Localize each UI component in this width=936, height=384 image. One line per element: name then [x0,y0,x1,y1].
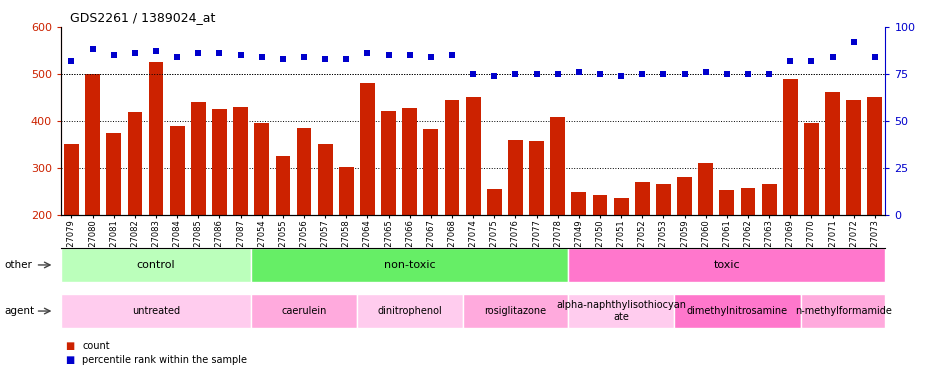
Bar [719,190,734,215]
Point [402,52,417,58]
Point [782,58,797,64]
Bar [697,163,712,215]
Bar [782,79,797,215]
Bar [803,123,818,215]
Bar [107,133,121,215]
Bar [655,184,670,215]
Bar [212,109,227,215]
Text: untreated: untreated [132,306,180,316]
Bar [507,140,522,215]
Text: alpha-naphthylisothiocyan
ate: alpha-naphthylisothiocyan ate [556,300,685,322]
Bar [127,112,142,215]
Bar [549,117,564,215]
Text: non-toxic: non-toxic [384,260,435,270]
Text: rosiglitazone: rosiglitazone [484,306,546,316]
Bar [529,141,544,215]
Point [212,50,227,56]
Bar [423,129,438,215]
Bar [64,144,79,215]
Point [191,50,206,56]
Point [254,54,269,60]
Bar [149,62,163,215]
Point [381,52,396,58]
Point [571,69,586,75]
Point [867,54,882,60]
Bar [275,156,290,215]
Point [677,71,692,77]
Bar [571,192,586,215]
Bar [233,107,248,215]
Point [697,69,712,75]
Bar [867,98,882,215]
Bar [359,83,374,215]
Bar [465,98,480,215]
Bar [739,188,754,215]
Bar [677,177,692,215]
Bar [592,195,607,215]
Bar [613,198,628,215]
Bar [169,126,184,215]
Text: control: control [137,260,175,270]
Point [296,54,311,60]
Text: count: count [82,341,110,351]
Text: ■: ■ [66,355,75,365]
Text: toxic: toxic [713,260,739,270]
Text: percentile rank within the sample: percentile rank within the sample [82,355,247,365]
Point [825,54,840,60]
Point [761,71,776,77]
Text: caerulein: caerulein [281,306,327,316]
Point [127,50,142,56]
Point [339,56,354,62]
Bar [254,123,269,215]
Bar [317,144,332,215]
Bar [825,92,839,215]
Point [85,46,100,53]
Bar [402,108,417,215]
Point [592,71,607,77]
Point [444,52,459,58]
Point [275,56,290,62]
Bar [445,100,459,215]
Bar [635,182,649,215]
Point [549,71,564,77]
Bar [85,74,100,215]
Text: ■: ■ [66,341,75,351]
Bar [297,128,311,215]
Text: agent: agent [5,306,35,316]
Point [613,73,628,79]
Point [635,71,650,77]
Point [507,71,522,77]
Bar [381,111,396,215]
Point [359,50,374,56]
Point [317,56,332,62]
Text: dimethylnitrosamine: dimethylnitrosamine [686,306,787,316]
Bar [339,167,354,215]
Point [423,54,438,60]
Text: GDS2261 / 1389024_at: GDS2261 / 1389024_at [70,12,215,25]
Point [655,71,670,77]
Bar [487,189,501,215]
Text: other: other [5,260,33,270]
Text: n-methylformamide: n-methylformamide [794,306,891,316]
Point [719,71,734,77]
Text: dinitrophenol: dinitrophenol [377,306,442,316]
Bar [845,100,860,215]
Point [739,71,754,77]
Point [149,48,164,55]
Point [529,71,544,77]
Bar [761,184,776,215]
Point [64,58,79,64]
Point [465,71,480,77]
Point [233,52,248,58]
Point [487,73,502,79]
Point [169,54,184,60]
Point [845,39,860,45]
Bar [191,102,206,215]
Point [106,52,121,58]
Point [803,58,818,64]
